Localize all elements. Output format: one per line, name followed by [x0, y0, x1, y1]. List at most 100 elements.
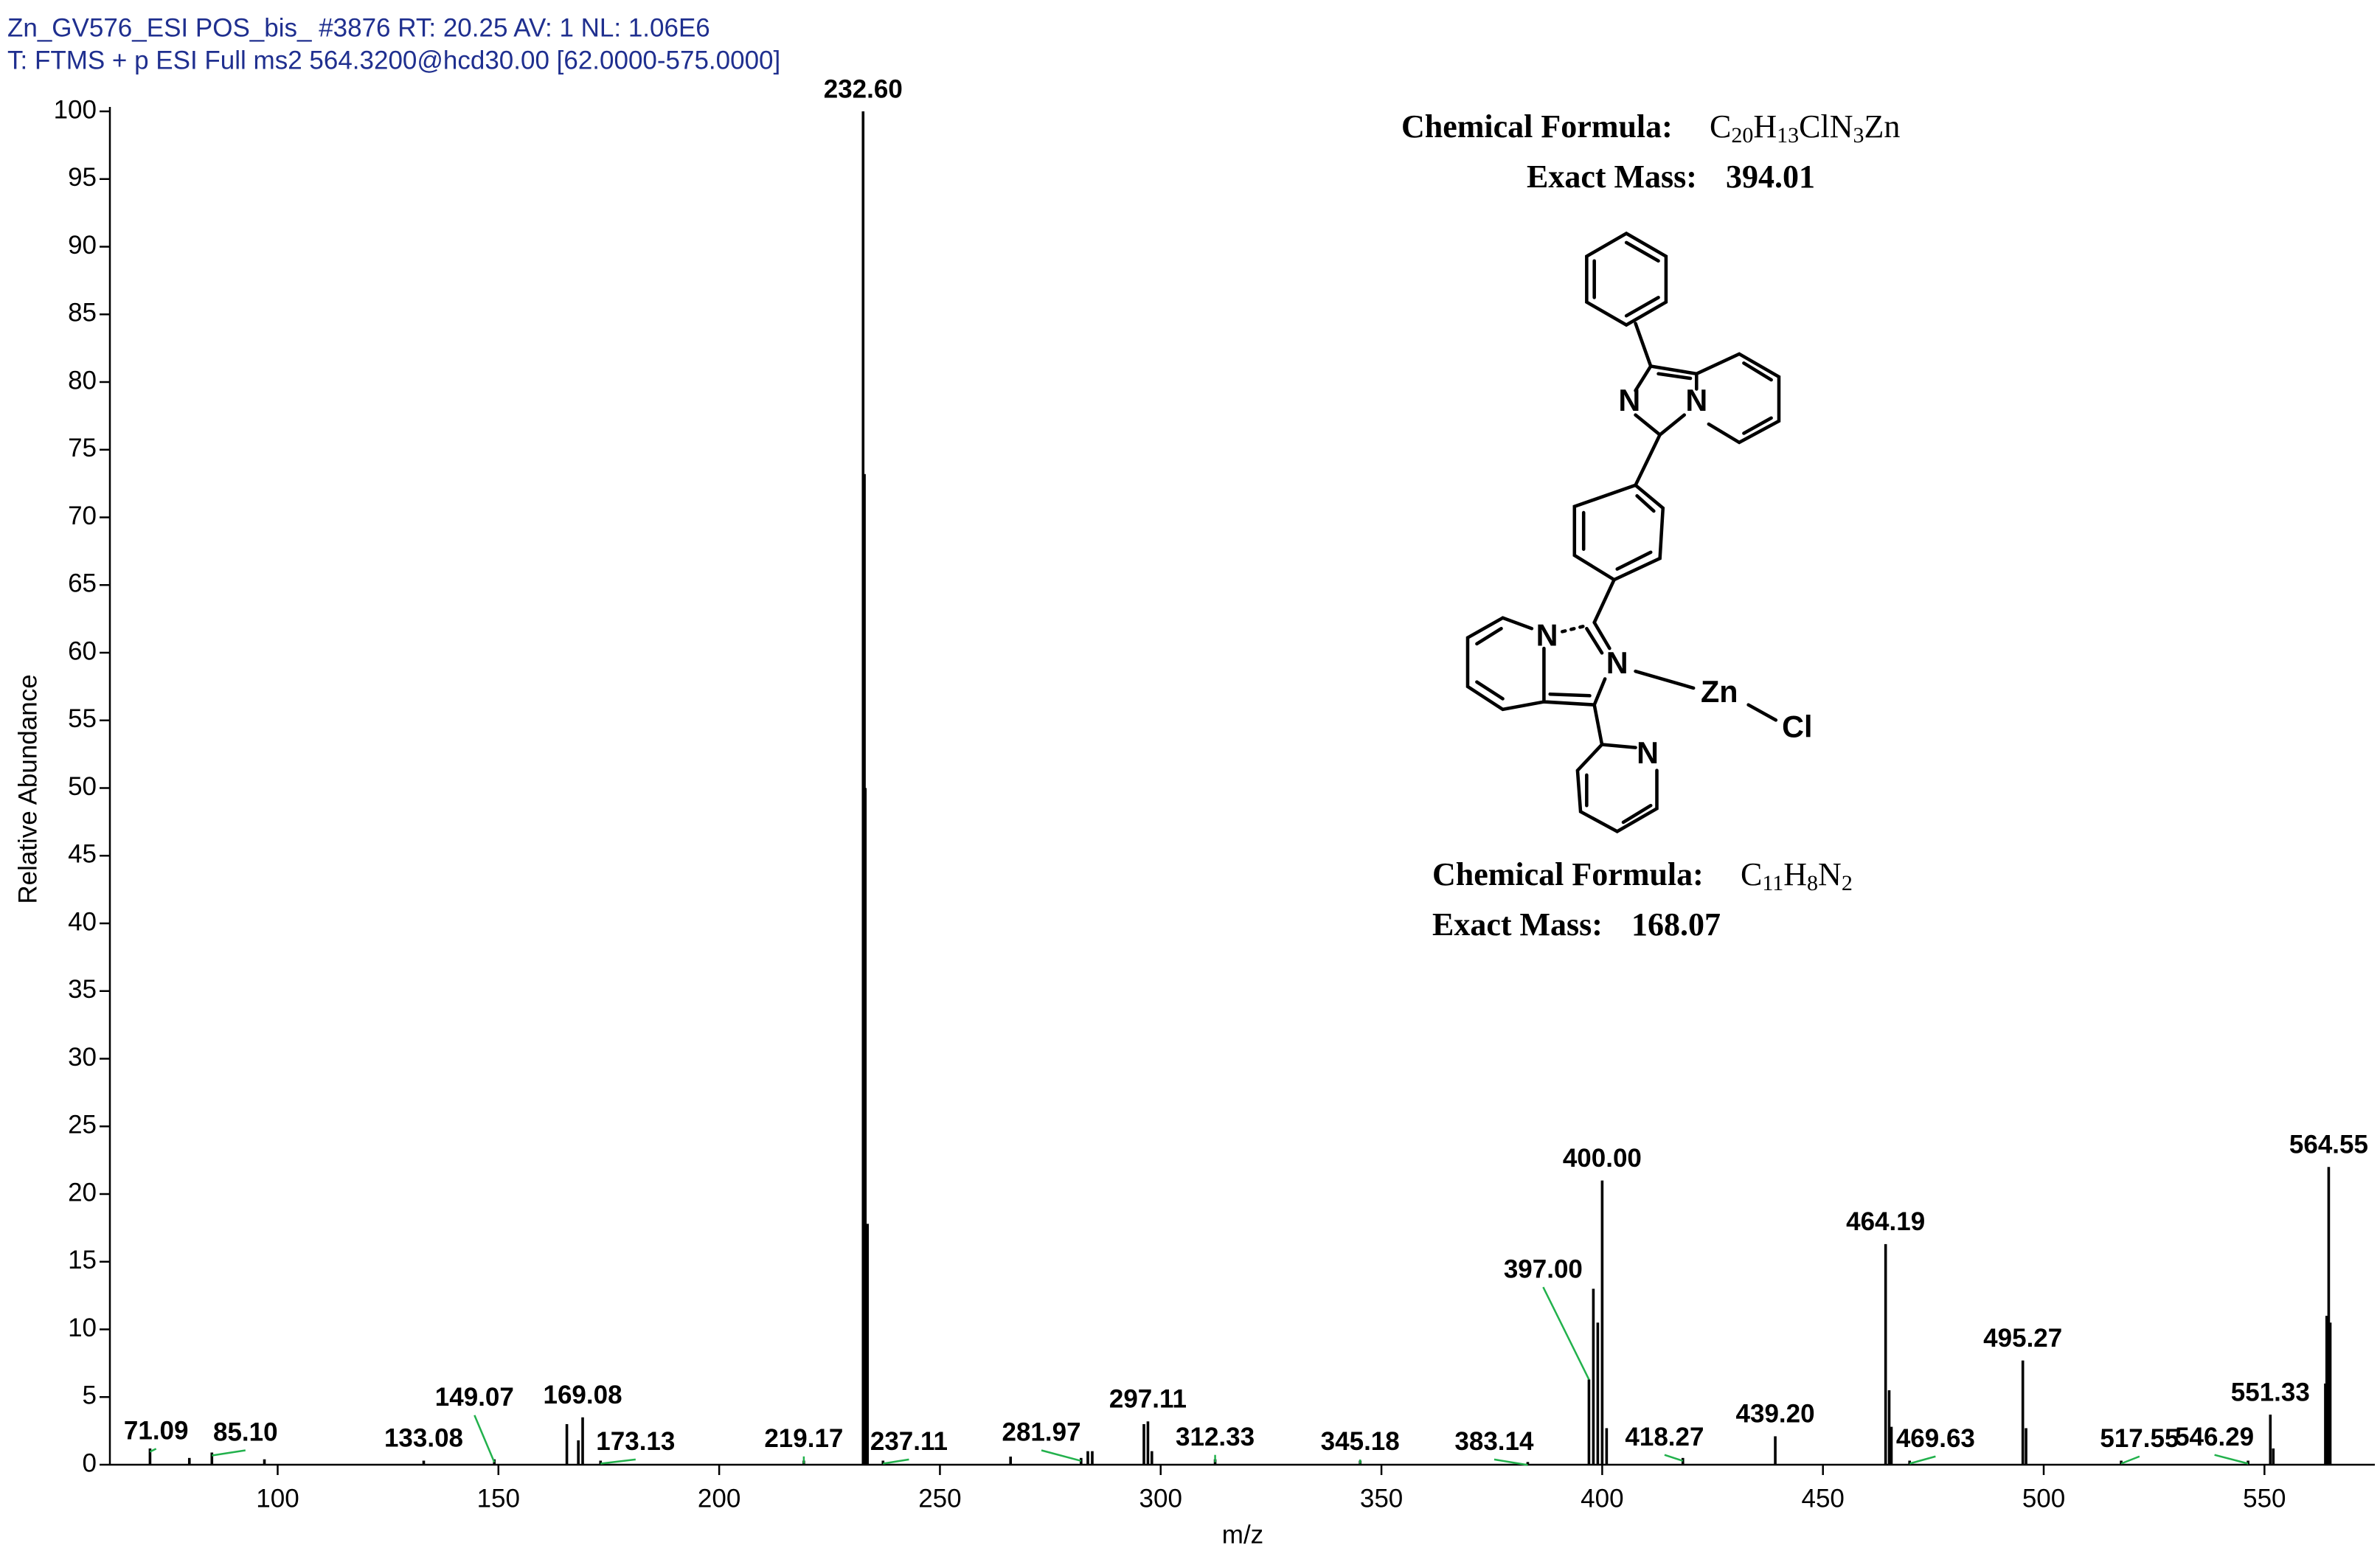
peak — [2021, 1360, 2025, 1465]
peak-label: 383.14 — [1454, 1427, 1534, 1456]
y-tick-label: 5 — [83, 1381, 97, 1410]
bond — [1592, 677, 1607, 707]
peak-label: 85.10 — [213, 1418, 278, 1447]
atom: Zn — [1701, 675, 1738, 709]
x-tick-label: 200 — [698, 1484, 740, 1513]
peak-label: 469.63 — [1896, 1424, 1975, 1453]
atom: N — [1618, 384, 1640, 417]
y-tick-label: 100 — [54, 95, 97, 124]
peak — [1600, 1180, 1604, 1465]
peak — [577, 1440, 580, 1465]
leader-line — [212, 1449, 246, 1457]
x-tick-label: 150 — [477, 1484, 520, 1513]
leader-line — [2214, 1454, 2249, 1465]
bond — [1560, 623, 1589, 634]
formula-label: Chemical Formula: — [1432, 856, 1704, 892]
x-tick-label: 300 — [1139, 1484, 1182, 1513]
peak — [1592, 1288, 1595, 1465]
peak-label: 133.08 — [384, 1424, 463, 1453]
peak-label: 397.00 — [1504, 1255, 1583, 1283]
peak-label: 297.11 — [1109, 1385, 1187, 1414]
y-tick-label: 40 — [68, 907, 97, 936]
peak — [1681, 1457, 1685, 1465]
bond — [1742, 361, 1773, 382]
x-tick-label: 550 — [2243, 1484, 2286, 1513]
peak-label: 71.09 — [124, 1417, 189, 1446]
y-tick-label: 80 — [68, 366, 97, 395]
y-tick-label: 75 — [68, 434, 97, 462]
bond — [1548, 692, 1592, 698]
peak — [1086, 1451, 1089, 1465]
x-axis-title: m/z — [1222, 1520, 1263, 1549]
leader-line — [1493, 1458, 1528, 1466]
y-tick-label: 15 — [68, 1246, 97, 1274]
bond — [1624, 296, 1660, 318]
peak-label: 439.20 — [1736, 1400, 1815, 1429]
peak — [210, 1452, 214, 1465]
atom: N — [1685, 384, 1707, 417]
peak — [864, 788, 867, 1465]
peak — [1774, 1436, 1777, 1465]
formula: C11H8N2 — [1741, 856, 1853, 895]
bond — [1695, 352, 1781, 445]
leader-line — [1664, 1454, 1684, 1462]
x-tick-label: 350 — [1360, 1484, 1403, 1513]
peak — [866, 1224, 870, 1465]
leader-line — [149, 1448, 157, 1453]
ring — [1572, 483, 1665, 582]
bond — [1475, 626, 1503, 646]
atom: Cl — [1782, 710, 1812, 744]
peak — [2272, 1448, 2275, 1465]
bond — [1575, 743, 1659, 833]
mass-label: Exact Mass: — [1432, 906, 1603, 943]
peak-label: 551.33 — [2231, 1378, 2310, 1406]
y-axis-title: Relative Abundance — [13, 674, 42, 903]
y-tick-label: 70 — [68, 502, 97, 530]
y-tick-label: 20 — [68, 1178, 97, 1207]
mass: 168.07 — [1631, 906, 1721, 943]
peak — [1605, 1428, 1609, 1465]
peak — [1150, 1451, 1153, 1465]
peak-label: 495.27 — [1983, 1324, 2062, 1353]
peak — [581, 1417, 584, 1465]
leader-line — [600, 1458, 636, 1465]
peak — [2327, 1167, 2331, 1465]
peak — [1526, 1462, 1530, 1465]
bond — [1624, 240, 1660, 263]
peak-label: 281.97 — [1002, 1418, 1081, 1447]
leader-line — [1041, 1449, 1082, 1462]
peak-label: 237.11 — [870, 1427, 948, 1456]
bond — [1634, 669, 1696, 690]
peak-label: 517.55 — [2100, 1424, 2179, 1453]
bond — [1465, 616, 1546, 712]
y-tick-label: 35 — [68, 975, 97, 1004]
peak — [1142, 1423, 1145, 1465]
bond — [1615, 550, 1653, 571]
x-tick-label: 100 — [256, 1484, 299, 1513]
bond — [1475, 680, 1505, 701]
peak — [2328, 1322, 2332, 1465]
peak-label: 564.55 — [2289, 1131, 2368, 1159]
y-tick-label: 0 — [83, 1448, 97, 1477]
peak — [1080, 1457, 1083, 1465]
y-tick-label: 45 — [68, 840, 97, 869]
y-tick-label: 65 — [68, 569, 97, 598]
peak-label: 173.13 — [596, 1427, 675, 1456]
annotation: Chemical Formula: C20H13ClN3Zn Exact Mas… — [1401, 108, 1900, 943]
formula: C20H13ClN3Zn — [1710, 108, 1900, 148]
peak-label: 418.27 — [1625, 1423, 1704, 1451]
peak-label: 169.08 — [543, 1381, 622, 1409]
peak-label: 312.33 — [1176, 1423, 1255, 1451]
bond — [1656, 372, 1693, 381]
leader-line — [883, 1458, 909, 1465]
peak — [1596, 1322, 1600, 1465]
peak — [2325, 1316, 2328, 1465]
leader-line — [1909, 1455, 1936, 1465]
peak — [1587, 1379, 1591, 1465]
bond — [1585, 626, 1604, 655]
bond — [1592, 577, 1616, 625]
mass-label: Exact Mass: — [1527, 159, 1697, 195]
header-line: T: FTMS + p ESI Full ms2 564.3200@hcd30.… — [7, 46, 780, 74]
bond — [1746, 703, 1778, 722]
peak — [1884, 1243, 1887, 1465]
